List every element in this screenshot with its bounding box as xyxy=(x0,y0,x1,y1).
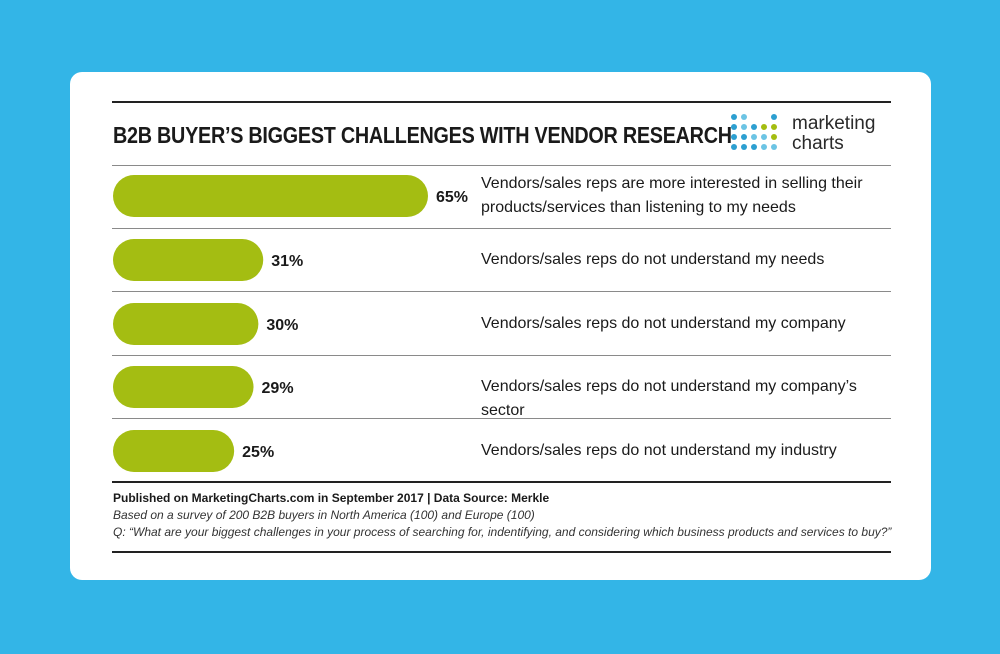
logo-dot xyxy=(741,124,747,130)
logo-dot xyxy=(751,124,757,130)
logo-dot xyxy=(731,114,737,120)
separator-rule xyxy=(112,165,891,166)
logo-dot xyxy=(771,124,777,130)
chart-title: B2B BUYER’S BIGGEST CHALLENGES WITH VEND… xyxy=(113,122,732,148)
survey-note: Based on a survey of 200 B2B buyers in N… xyxy=(113,508,535,522)
logo-dots-icon xyxy=(731,114,777,150)
category-label: Vendors/sales reps do not understand my … xyxy=(481,378,857,419)
bar xyxy=(113,366,254,408)
bar-value-label: 30% xyxy=(266,317,298,334)
category-label: Vendors/sales reps do not understand my … xyxy=(481,315,846,332)
bar xyxy=(113,239,264,281)
logo-line-2: charts xyxy=(792,133,844,154)
category-label: Vendors/sales reps do not understand my … xyxy=(481,442,837,459)
bottom-rule xyxy=(112,481,891,483)
logo-dot xyxy=(731,124,737,130)
published-note: Published on MarketingCharts.com in Sept… xyxy=(113,491,550,505)
category-label: Vendors/sales reps are more interested i… xyxy=(481,175,863,216)
bar-value-label: 25% xyxy=(242,444,274,461)
bar xyxy=(113,430,235,472)
bar-value-label: 65% xyxy=(436,189,468,206)
question-note: Q: “What are your biggest challenges in … xyxy=(113,525,892,539)
logo-dot xyxy=(731,144,737,150)
logo-dot xyxy=(751,144,757,150)
logo-dot xyxy=(731,134,737,140)
category-label: Vendors/sales reps do not understand my … xyxy=(481,251,825,268)
logo-dot xyxy=(771,144,777,150)
logo-dot xyxy=(761,144,767,150)
top-rule xyxy=(112,101,891,103)
bar-value-label: 29% xyxy=(262,380,294,397)
bar xyxy=(113,175,428,217)
logo-dot xyxy=(771,114,777,120)
logo-dot xyxy=(741,134,747,140)
bar xyxy=(113,303,259,345)
logo-dot xyxy=(741,114,747,120)
footer-rule xyxy=(112,551,891,553)
bar-value-label: 31% xyxy=(271,253,303,270)
logo-dot xyxy=(751,134,757,140)
logo-dot xyxy=(761,124,767,130)
logo-line-1: marketing xyxy=(792,113,876,134)
logo-dot xyxy=(741,144,747,150)
marketing-charts-logo: marketing charts xyxy=(730,112,900,158)
logo-dot xyxy=(771,134,777,140)
logo-dot xyxy=(761,134,767,140)
